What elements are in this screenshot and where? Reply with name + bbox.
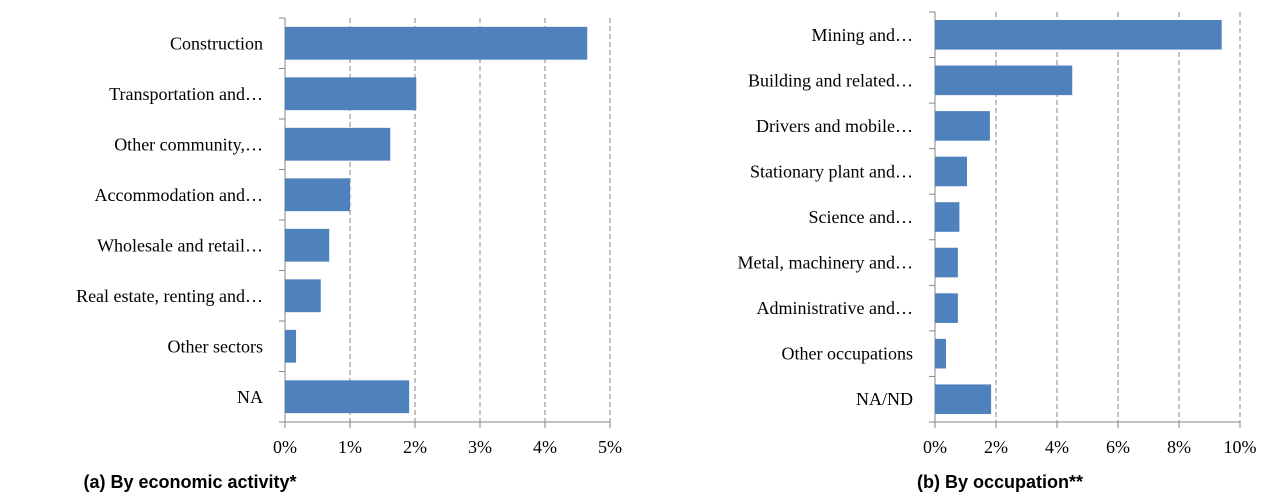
- category-label: Metal, machinery and…: [738, 253, 913, 273]
- x-tick-label: 2%: [403, 437, 427, 457]
- x-tick-label: 0%: [273, 437, 297, 457]
- x-tick-label: 10%: [1224, 437, 1257, 457]
- x-tick-label: 8%: [1167, 437, 1191, 457]
- bar: [285, 26, 588, 60]
- x-tick-label: 3%: [468, 437, 492, 457]
- bar: [285, 178, 350, 212]
- category-label: NA/ND: [856, 389, 913, 409]
- x-tick-label: 5%: [598, 437, 622, 457]
- bar: [935, 65, 1073, 96]
- bar: [285, 228, 330, 262]
- bar: [285, 127, 391, 161]
- category-label: Mining and…: [812, 25, 914, 45]
- bar: [935, 384, 992, 415]
- x-tick-label: 4%: [1045, 437, 1069, 457]
- bar: [285, 329, 297, 363]
- x-tick-label: 1%: [338, 437, 362, 457]
- category-label: Administrative and…: [757, 298, 913, 318]
- category-label: Building and related…: [748, 70, 913, 90]
- x-tick-label: 0%: [923, 437, 947, 457]
- category-label: Accommodation and…: [95, 185, 263, 205]
- category-label: Wholesale and retail…: [97, 235, 263, 255]
- bar: [935, 293, 958, 323]
- x-tick-label: 2%: [984, 437, 1008, 457]
- bar: [935, 247, 958, 278]
- bar: [285, 279, 321, 313]
- category-label: Other sectors: [168, 336, 263, 356]
- chart-title: (a) By economic activity*: [83, 472, 296, 492]
- bar: [285, 380, 410, 414]
- category-label: Drivers and mobile…: [756, 116, 913, 136]
- category-label: Construction: [170, 33, 263, 53]
- x-tick-label: 4%: [533, 437, 557, 457]
- category-label: NA: [237, 387, 263, 407]
- bar: [935, 156, 968, 187]
- bar: [935, 202, 960, 232]
- bar: [285, 77, 417, 111]
- bar: [935, 338, 946, 369]
- category-label: Other occupations: [782, 344, 913, 364]
- chart-title: (b) By occupation**: [917, 472, 1083, 492]
- category-label: Real estate, renting and…: [76, 286, 263, 306]
- category-label: Other community,…: [114, 134, 263, 154]
- x-tick-label: 6%: [1106, 437, 1130, 457]
- bar: [935, 111, 990, 141]
- category-label: Science and…: [809, 207, 913, 227]
- category-label: Transportation and…: [109, 84, 263, 104]
- category-label: Stationary plant and…: [750, 161, 913, 181]
- bar: [935, 19, 1222, 50]
